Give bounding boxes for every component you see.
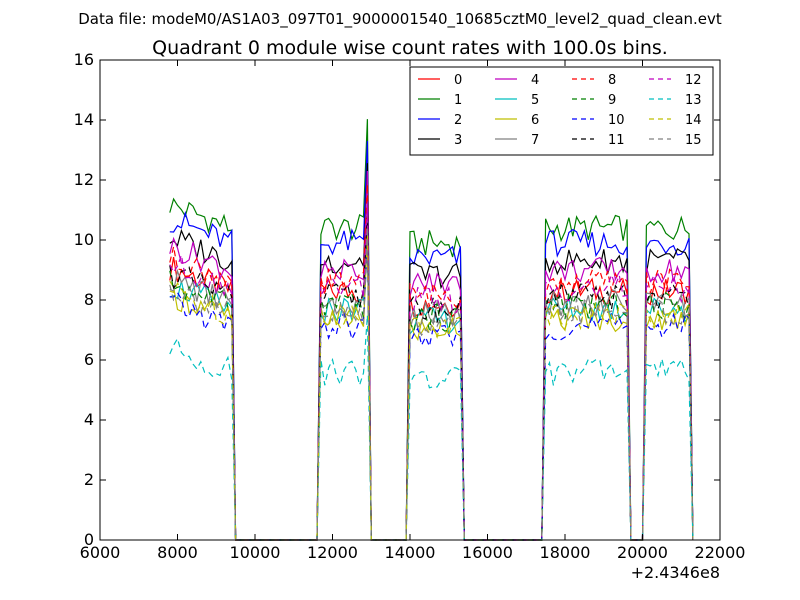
series-line-10 — [169, 244, 694, 541]
legend-label-3: 3 — [454, 133, 462, 148]
y-tick-label: 12 — [74, 170, 94, 189]
legend-label-0: 0 — [454, 73, 462, 88]
legend-label-9: 9 — [608, 93, 616, 108]
x-tick-label: 6000 — [80, 543, 121, 562]
legend-label-2: 2 — [454, 113, 462, 128]
legend-box — [409, 66, 714, 156]
legend-label-10: 10 — [608, 113, 625, 128]
legend-label-7: 7 — [531, 133, 539, 148]
y-tick-label: 0 — [84, 530, 94, 549]
y-tick-label: 10 — [74, 230, 94, 249]
y-tick-label: 8 — [84, 290, 94, 309]
legend-label-6: 6 — [531, 113, 539, 128]
y-tick-label: 6 — [84, 350, 94, 369]
legend-label-15: 15 — [685, 133, 702, 148]
series-line-2 — [169, 140, 694, 541]
legend-label-8: 8 — [608, 73, 616, 88]
legend-label-5: 5 — [531, 93, 539, 108]
x-tick-label: 20000 — [617, 543, 668, 562]
series-line-8 — [169, 184, 694, 541]
series-line-7 — [169, 214, 694, 541]
y-tick-label: 2 — [84, 470, 94, 489]
x-tick-label: 22000 — [695, 543, 746, 562]
x-tick-label: 14000 — [385, 543, 436, 562]
series-line-0 — [169, 210, 694, 541]
legend-label-4: 4 — [531, 73, 539, 88]
y-tick-label: 4 — [84, 410, 94, 429]
x-tick-label: 10000 — [230, 543, 281, 562]
x-tick-label: 12000 — [307, 543, 358, 562]
data-file-header: Data file: modeM0/AS1A03_097T01_90000015… — [78, 10, 722, 29]
series-line-3 — [169, 163, 694, 541]
series-line-11 — [169, 215, 694, 541]
legend-label-12: 12 — [685, 73, 702, 88]
series-line-13 — [169, 315, 694, 541]
y-tick-label: 14 — [74, 110, 94, 129]
x-tick-label: 8000 — [157, 543, 198, 562]
y-tick-label: 16 — [74, 50, 94, 69]
series-line-4 — [169, 170, 694, 541]
x-tick-label: 18000 — [540, 543, 591, 562]
chart-title: Quadrant 0 module wise count rates with … — [152, 37, 668, 59]
tick-layer: 6000 8000 10000 12000 14000 16000 18000 20000 22… — [74, 50, 746, 562]
legend-label-1: 1 — [454, 93, 462, 108]
legend-label-13: 13 — [685, 93, 702, 108]
legend-label-14: 14 — [685, 113, 702, 128]
x-tick-label: 16000 — [462, 543, 513, 562]
x-offset-label: +2.4346e8 — [631, 563, 720, 582]
series-layer — [169, 119, 694, 541]
legend-label-11: 11 — [608, 133, 625, 148]
